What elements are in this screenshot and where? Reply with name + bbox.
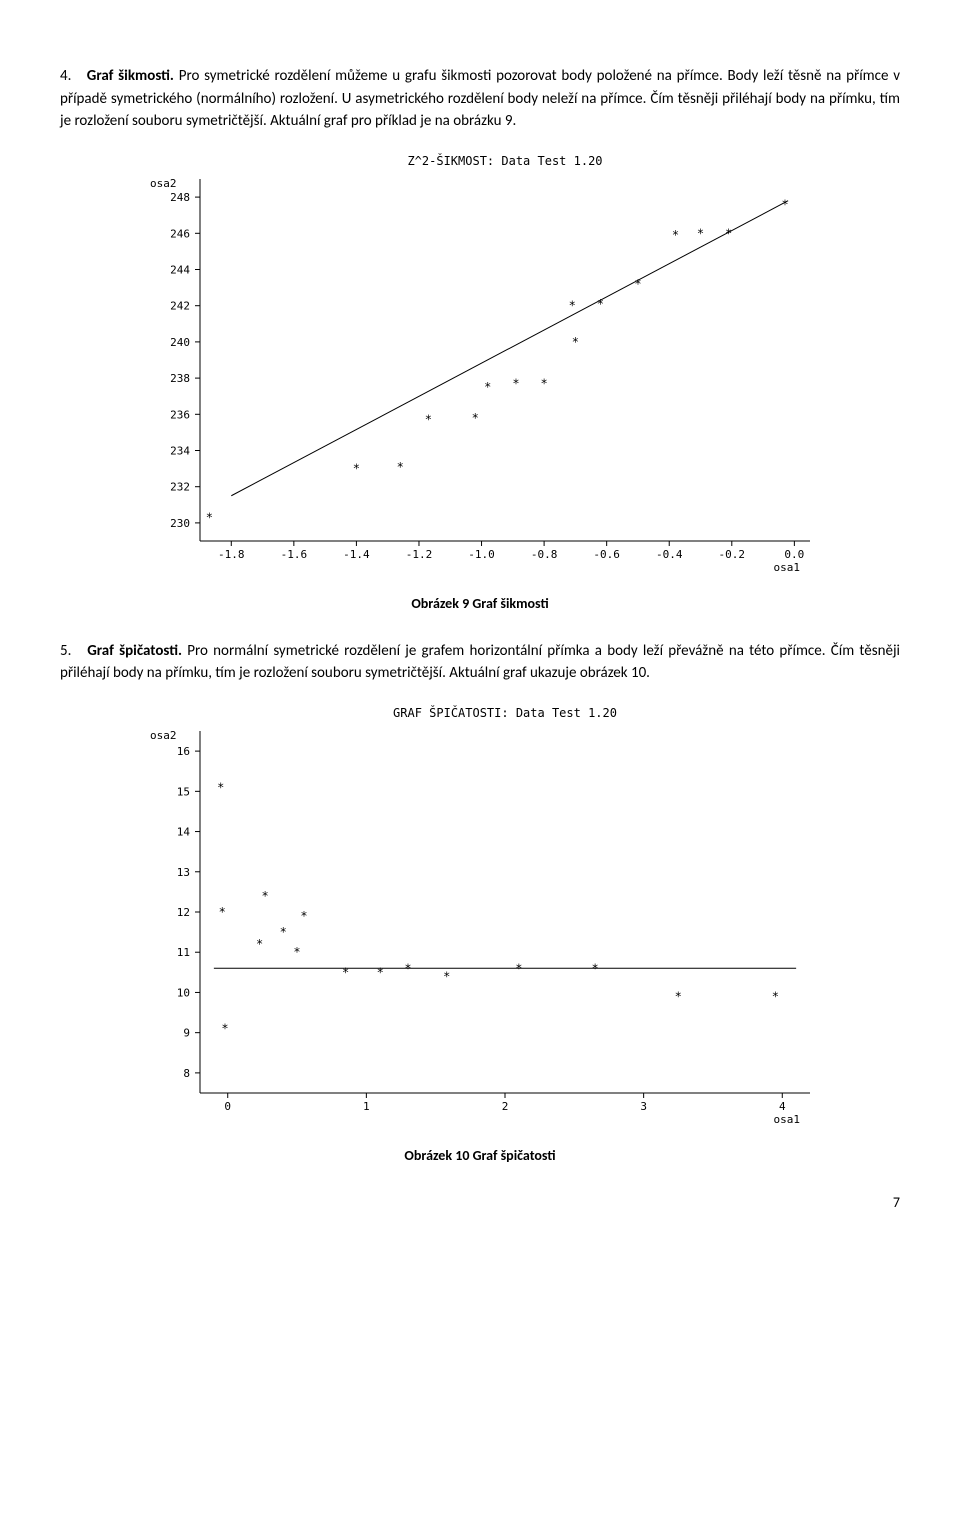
svg-text:osa2: osa2	[150, 729, 177, 742]
section-5-title: Graf špičatosti.	[87, 642, 182, 660]
svg-text:*: *	[443, 969, 450, 983]
svg-text:*: *	[219, 905, 226, 919]
svg-text:*: *	[515, 961, 522, 975]
svg-text:*: *	[342, 965, 349, 979]
figure-10-caption: Obrázek 10 Graf špičatosti	[60, 1147, 900, 1164]
svg-text:11: 11	[177, 946, 190, 959]
svg-text:*: *	[512, 376, 519, 390]
svg-text:*: *	[597, 296, 604, 310]
svg-text:12: 12	[177, 906, 190, 919]
svg-text:240: 240	[170, 335, 190, 348]
kurtosis-chart: GRAF ŠPIČATOSTI: Data Test 1.20osa201234…	[120, 703, 840, 1133]
svg-text:3: 3	[640, 1100, 647, 1113]
svg-text:-0.6: -0.6	[593, 548, 620, 561]
svg-text:16: 16	[177, 745, 190, 758]
svg-text:*: *	[591, 961, 598, 975]
svg-text:8: 8	[183, 1066, 190, 1079]
svg-text:*: *	[353, 461, 360, 475]
svg-text:1: 1	[363, 1100, 370, 1113]
svg-text:*: *	[377, 965, 384, 979]
svg-text:0: 0	[224, 1100, 231, 1113]
svg-text:9: 9	[183, 1026, 190, 1039]
svg-text:-0.4: -0.4	[656, 548, 683, 561]
svg-text:*: *	[772, 989, 779, 1003]
svg-text:-1.0: -1.0	[468, 548, 495, 561]
svg-text:248: 248	[170, 191, 190, 204]
svg-text:GRAF ŠPIČATOSTI: Data Test 1.2: GRAF ŠPIČATOSTI: Data Test 1.20	[393, 705, 617, 720]
svg-text:Z^2-ŠIKMOST: Data Test 1.20: Z^2-ŠIKMOST: Data Test 1.20	[407, 153, 602, 168]
svg-text:*: *	[472, 410, 479, 424]
svg-text:13: 13	[177, 865, 190, 878]
svg-text:*: *	[634, 276, 641, 290]
svg-text:242: 242	[170, 299, 190, 312]
svg-text:0.0: 0.0	[784, 548, 804, 561]
skewness-chart-svg: Z^2-ŠIKMOST: Data Test 1.20 osa2 -1.8 -1.6 -…	[120, 151, 840, 581]
section-4-number: 4.	[60, 65, 82, 88]
section-5-body: Pro normální symetrické rozdělení je gra…	[60, 642, 900, 683]
section-5-number: 5.	[60, 640, 82, 663]
svg-text:*: *	[280, 925, 287, 939]
svg-text:*: *	[425, 412, 432, 426]
svg-text:14: 14	[177, 825, 191, 838]
svg-text:15: 15	[177, 785, 190, 798]
section-4-title: Graf šikmosti.	[87, 67, 174, 85]
skewness-chart: Z^2-ŠIKMOST: Data Test 1.20 osa2 -1.8 -1.6 -…	[120, 151, 840, 581]
page-number: 7	[60, 1194, 900, 1211]
svg-text:246: 246	[170, 227, 190, 240]
svg-text:osa1: osa1	[774, 561, 801, 574]
svg-text:*: *	[256, 937, 263, 951]
svg-text:*: *	[206, 510, 213, 524]
svg-text:-1.2: -1.2	[406, 548, 433, 561]
svg-text:10: 10	[177, 986, 190, 999]
svg-text:236: 236	[170, 408, 190, 421]
svg-text:*: *	[293, 945, 300, 959]
section-4-body: Pro symetrické rozdělení můžeme u grafu …	[60, 67, 900, 130]
svg-text:*: *	[725, 226, 732, 240]
section-5-paragraph: 5. Graf špičatosti. Pro normální symetri…	[60, 640, 900, 685]
svg-text:*: *	[697, 226, 704, 240]
figure-9-caption: Obrázek 9 Graf šikmosti	[60, 595, 900, 612]
svg-text:*: *	[572, 334, 579, 348]
svg-text:*: *	[404, 961, 411, 975]
svg-text:*: *	[397, 459, 404, 473]
svg-text:*: *	[484, 380, 491, 394]
svg-text:osa2: osa2	[150, 177, 177, 190]
svg-text:-0.8: -0.8	[531, 548, 558, 561]
svg-text:osa1: osa1	[774, 1113, 801, 1126]
svg-text:4: 4	[779, 1100, 786, 1113]
svg-text:*: *	[781, 197, 788, 211]
section-4-paragraph: 4. Graf šikmosti. Pro symetrické rozděle…	[60, 65, 900, 133]
svg-text:*: *	[540, 376, 547, 390]
svg-text:*: *	[217, 780, 224, 794]
svg-text:*: *	[672, 228, 679, 242]
svg-text:*: *	[675, 989, 682, 1003]
svg-text:244: 244	[170, 263, 190, 276]
kurtosis-chart-svg: GRAF ŠPIČATOSTI: Data Test 1.20osa201234…	[120, 703, 840, 1133]
svg-text:-0.2: -0.2	[719, 548, 746, 561]
svg-text:*: *	[300, 909, 307, 923]
svg-text:*: *	[262, 888, 269, 902]
svg-text:-1.8: -1.8	[218, 548, 245, 561]
svg-text:232: 232	[170, 480, 190, 493]
svg-text:234: 234	[170, 444, 190, 457]
svg-text:238: 238	[170, 372, 190, 385]
svg-text:-1.6: -1.6	[281, 548, 308, 561]
svg-text:2: 2	[502, 1100, 509, 1113]
svg-text:230: 230	[170, 516, 190, 529]
svg-text:*: *	[569, 298, 576, 312]
svg-text:*: *	[221, 1021, 228, 1035]
svg-text:-1.4: -1.4	[343, 548, 370, 561]
